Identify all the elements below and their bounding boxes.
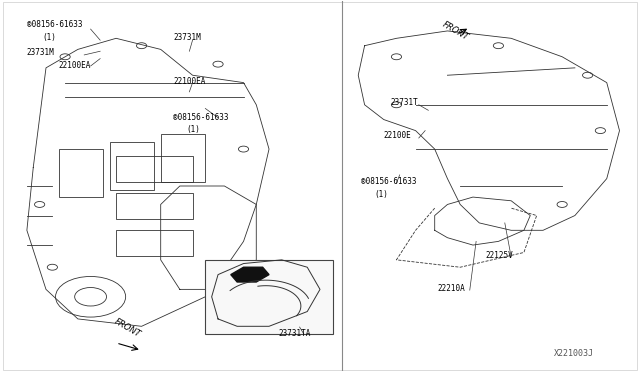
Bar [205,260,333,334]
Text: ®08156-61633: ®08156-61633 [27,20,83,29]
Bar [161,134,205,182]
Text: 23731T: 23731T [390,98,418,107]
Text: 22125V: 22125V [486,251,513,260]
Bar [116,193,193,219]
Text: (1): (1) [186,125,200,134]
Bar [116,230,193,256]
Text: ®08156-61633: ®08156-61633 [362,177,417,186]
Text: (1): (1) [374,190,388,199]
Text: 22100EA: 22100EA [173,77,206,86]
Text: 22210A: 22210A [438,284,466,293]
Bar [109,142,154,190]
Text: 23731M: 23731M [173,33,201,42]
Text: (1): (1) [43,33,57,42]
Text: 22100E: 22100E [384,131,412,140]
Text: X221003J: X221003J [554,349,594,358]
Bar [59,149,103,197]
Text: 23731TA: 23731TA [278,328,311,337]
Text: FRONT: FRONT [441,20,470,42]
Text: ®08156-61633: ®08156-61633 [173,113,229,122]
Text: 23731M: 23731M [27,48,54,57]
Bar [116,157,193,182]
Polygon shape [231,267,269,282]
Text: 22100EA: 22100EA [59,61,91,70]
Text: FRONT: FRONT [113,317,142,339]
